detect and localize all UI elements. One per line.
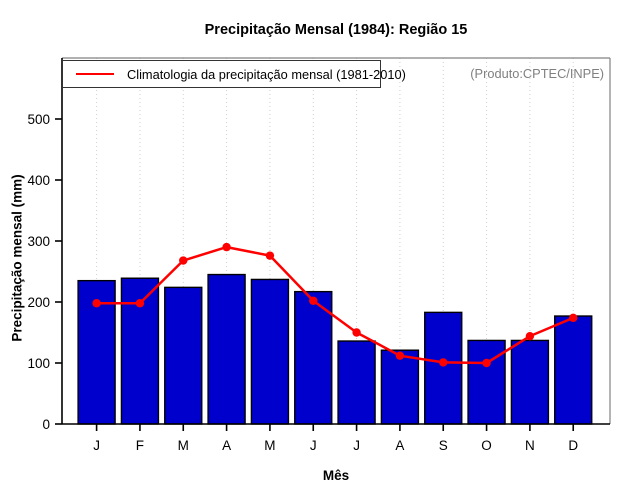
climatology-point <box>179 256 188 265</box>
bar <box>337 340 376 425</box>
x-tick-label: O <box>481 438 492 453</box>
x-tick-label: N <box>525 438 535 453</box>
x-tick-label: J <box>310 438 317 453</box>
y-tick-label: 400 <box>27 173 50 188</box>
climatology-point <box>525 331 535 341</box>
x-tick-label: A <box>222 438 231 453</box>
bar <box>164 286 203 425</box>
x-tick-label: A <box>395 438 404 453</box>
y-tick-label: 500 <box>27 112 50 127</box>
bar <box>207 273 246 425</box>
climatology-point <box>135 299 145 308</box>
x-tick-label: F <box>136 438 144 453</box>
x-tick-label: S <box>439 438 448 453</box>
x-axis-title: Mês <box>322 468 350 483</box>
bar <box>294 290 333 425</box>
bar <box>424 311 463 425</box>
climatology-line <box>96 245 574 365</box>
climatology-point <box>439 358 448 367</box>
y-tick-label: 300 <box>27 234 50 249</box>
climatology-point <box>569 313 578 323</box>
x-tick-label: D <box>568 438 578 453</box>
y-axis-title: Precipitação mensal (mm) <box>9 174 25 342</box>
legend-label: Climatologia da precipitação mensal (198… <box>127 66 406 82</box>
y-tick-label: 200 <box>27 295 50 310</box>
y-tick-label: 0 <box>42 417 50 432</box>
bar <box>554 315 593 425</box>
x-tick-label: M <box>178 438 189 453</box>
climatology-point <box>222 242 231 252</box>
legend-line-sample-icon <box>76 73 114 75</box>
climatology-point <box>482 358 491 368</box>
x-tick-label: J <box>93 438 100 453</box>
climatology-point <box>265 251 275 260</box>
producer-note: (Produto:CPTEC/INPE) <box>470 66 604 81</box>
climatology-point <box>352 328 361 337</box>
bar <box>510 339 550 425</box>
x-tick-label: J <box>353 438 360 453</box>
x-tick-label: M <box>264 438 275 453</box>
chart-title: Precipitação Mensal (1984): Região 15 <box>204 22 468 38</box>
y-tick-label: 100 <box>27 356 50 371</box>
climatology-point <box>309 296 318 305</box>
bar <box>467 339 506 425</box>
climatology-point <box>92 299 101 308</box>
bar <box>250 278 290 425</box>
climatology-point <box>395 351 405 360</box>
legend: Climatologia da precipitação mensal (198… <box>62 60 406 88</box>
bar <box>380 349 420 425</box>
